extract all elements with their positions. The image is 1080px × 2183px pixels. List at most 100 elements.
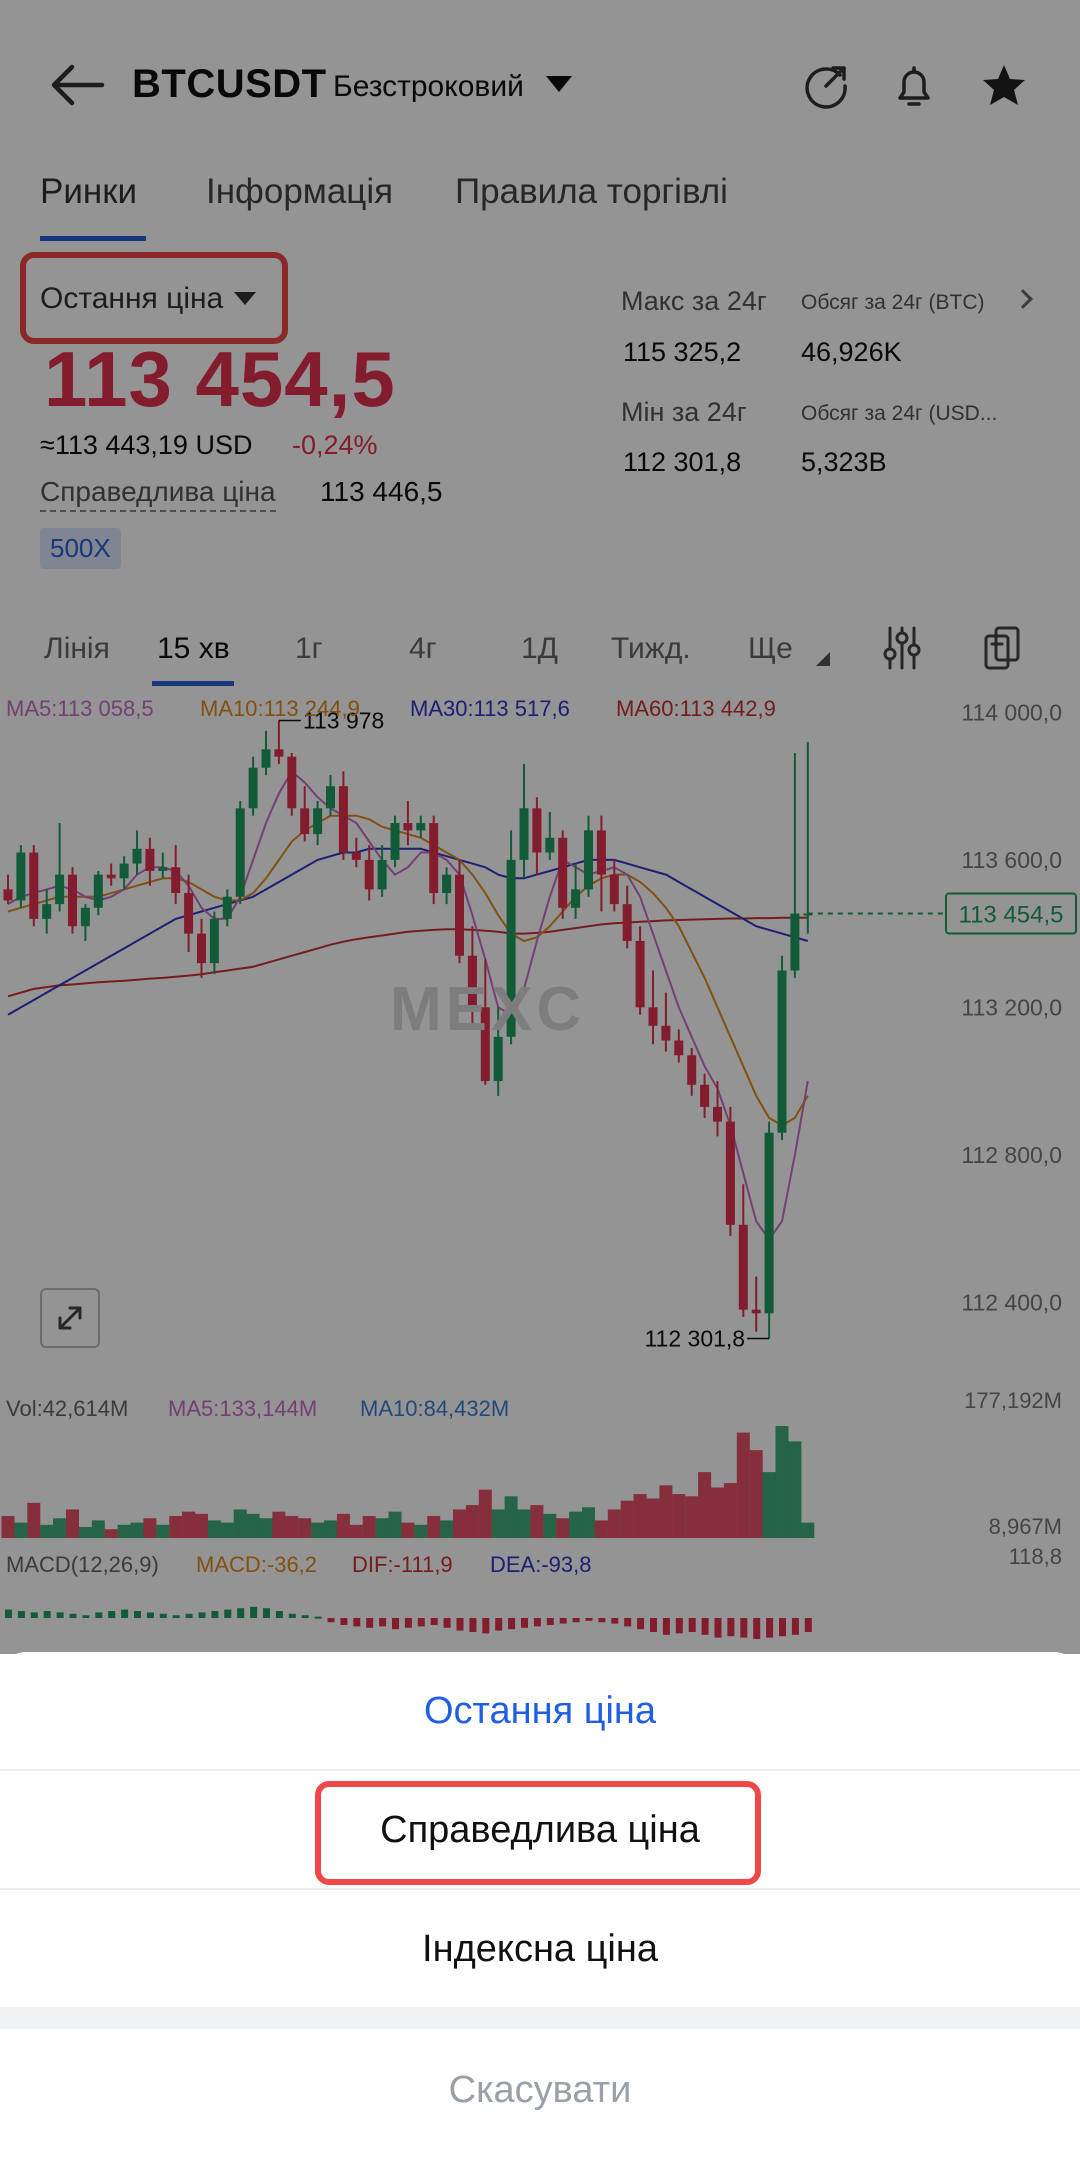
low-24h-label: Мін за 24г [621,397,747,427]
macd-bar [146,1612,154,1618]
candle-body [313,808,323,835]
interval-1d[interactable]: 1Д [521,632,559,665]
macd-bar [624,1618,632,1627]
volume-bar [788,1441,802,1538]
price-type-selector[interactable]: Остання ціна [40,282,224,315]
ma30-label: MA30:113 517,6 [410,696,570,721]
candle-body [364,859,374,890]
volume-bar [620,1500,634,1538]
candlestick-chart[interactable]: 114 000,0 113 600,0 113 200,0 112 800,0 112 … [0,686,1080,1656]
option-fair-price[interactable]: Справедлива ціна [380,1809,700,1851]
candle-body [222,896,232,919]
expand-chart-button[interactable] [40,1288,100,1348]
volume-bar [207,1520,221,1538]
volume-bar [66,1509,79,1538]
tab-info[interactable]: Інформація [206,172,394,211]
volume-bar [530,1505,544,1538]
interval-line[interactable]: Лінія [44,632,110,665]
fair-price-highlight-box [315,1781,761,1885]
macd-bar [17,1611,25,1618]
sheet-divider [0,1888,1080,1890]
candle-body [738,1224,748,1310]
macd-bar [95,1612,103,1618]
macd-bar [301,1615,309,1618]
interval-more[interactable]: Ще [748,632,793,665]
volume-bar [453,1509,466,1538]
macd-bar [404,1618,412,1628]
macd-bar [779,1618,786,1637]
volume-bar [14,1522,28,1538]
candle-body [209,918,219,964]
candle-body [16,852,26,901]
interval-15m[interactable]: 15 хв [157,632,230,665]
back-arrow-icon[interactable] [46,60,106,110]
cancel-button[interactable]: Скасувати [448,2069,632,2111]
volume-axis-top: 177,192M [964,1388,1062,1413]
contract-type[interactable]: Безстроковий [333,70,524,103]
volume-bar [646,1498,660,1538]
candle-body [326,786,335,809]
candle-body [584,830,593,890]
macd-bar [533,1618,541,1627]
volume-bar [285,1516,299,1538]
star-favorite-icon[interactable] [978,60,1030,112]
candle-body [390,823,400,860]
fair-price-label[interactable]: Справедлива ціна [40,476,276,512]
macd-bar [546,1618,554,1625]
volume-label: Vol:42,614M [6,1396,129,1421]
y-tick-label: 113 200,0 [961,994,1062,1020]
top-header: BTCUSDT Безстроковий [0,0,1080,165]
macd-bar [482,1618,490,1634]
volume-bar [169,1516,183,1538]
bell-icon[interactable] [888,60,940,112]
macd-bar [5,1609,12,1618]
volume-bar [556,1518,570,1538]
option-index-price[interactable]: Індексна ціна [422,1928,658,1970]
indicator-settings-icon[interactable] [880,624,924,672]
usd-approx-price: ≈113 443,19 USD [40,430,253,460]
chart-orientation-icon[interactable] [980,624,1024,672]
option-last-price[interactable]: Остання ціна [423,1690,657,1732]
more-intervals-corner-icon[interactable] [816,652,830,666]
modal-backdrop[interactable] [0,0,1080,1654]
share-chart-icon[interactable] [800,60,852,112]
macd-bar [172,1615,180,1618]
volume-bar [762,1472,776,1538]
macd-bar [69,1613,77,1618]
macd-bar [237,1608,245,1618]
tab-trading-rules[interactable]: Правила торгівлі [455,172,728,211]
y-tick-label: 113 600,0 [961,847,1062,873]
candle-body [687,1055,697,1085]
volume-bar [388,1511,402,1538]
volume-bar [324,1520,337,1538]
candle-body [29,852,39,919]
candle-body [764,1132,774,1314]
candle-body [93,874,103,908]
pair-title[interactable]: BTCUSDT [132,62,327,106]
macd-bar [430,1618,438,1625]
interval-4h[interactable]: 4г [409,632,437,665]
price-type-caret-icon[interactable] [234,292,256,305]
candle-body [377,859,387,890]
macd-bar [637,1618,645,1630]
macd-bar [688,1618,696,1632]
tab-markets[interactable]: Ринки [40,172,138,211]
macd-bar [263,1608,270,1618]
macd-bar [791,1618,799,1635]
candle-body [790,913,800,971]
candle-body [661,1025,671,1041]
volume-bar [427,1516,441,1538]
candle-body [532,808,542,853]
volume-bar [246,1513,260,1538]
candle-body [545,837,555,853]
volume-bar [414,1524,428,1538]
contract-type-caret-icon[interactable] [546,76,572,92]
macd-params-label: MACD(12,26,9) [6,1552,159,1577]
macd-bar [740,1618,748,1638]
candle-body [442,874,452,894]
volume-24h-btc-label[interactable]: Обсяг за 24г (BTC) [801,291,985,314]
candle-body [777,970,787,1133]
candle-body [42,904,52,919]
interval-1h[interactable]: 1г [295,632,323,665]
interval-1w[interactable]: Тижд. [611,632,691,665]
